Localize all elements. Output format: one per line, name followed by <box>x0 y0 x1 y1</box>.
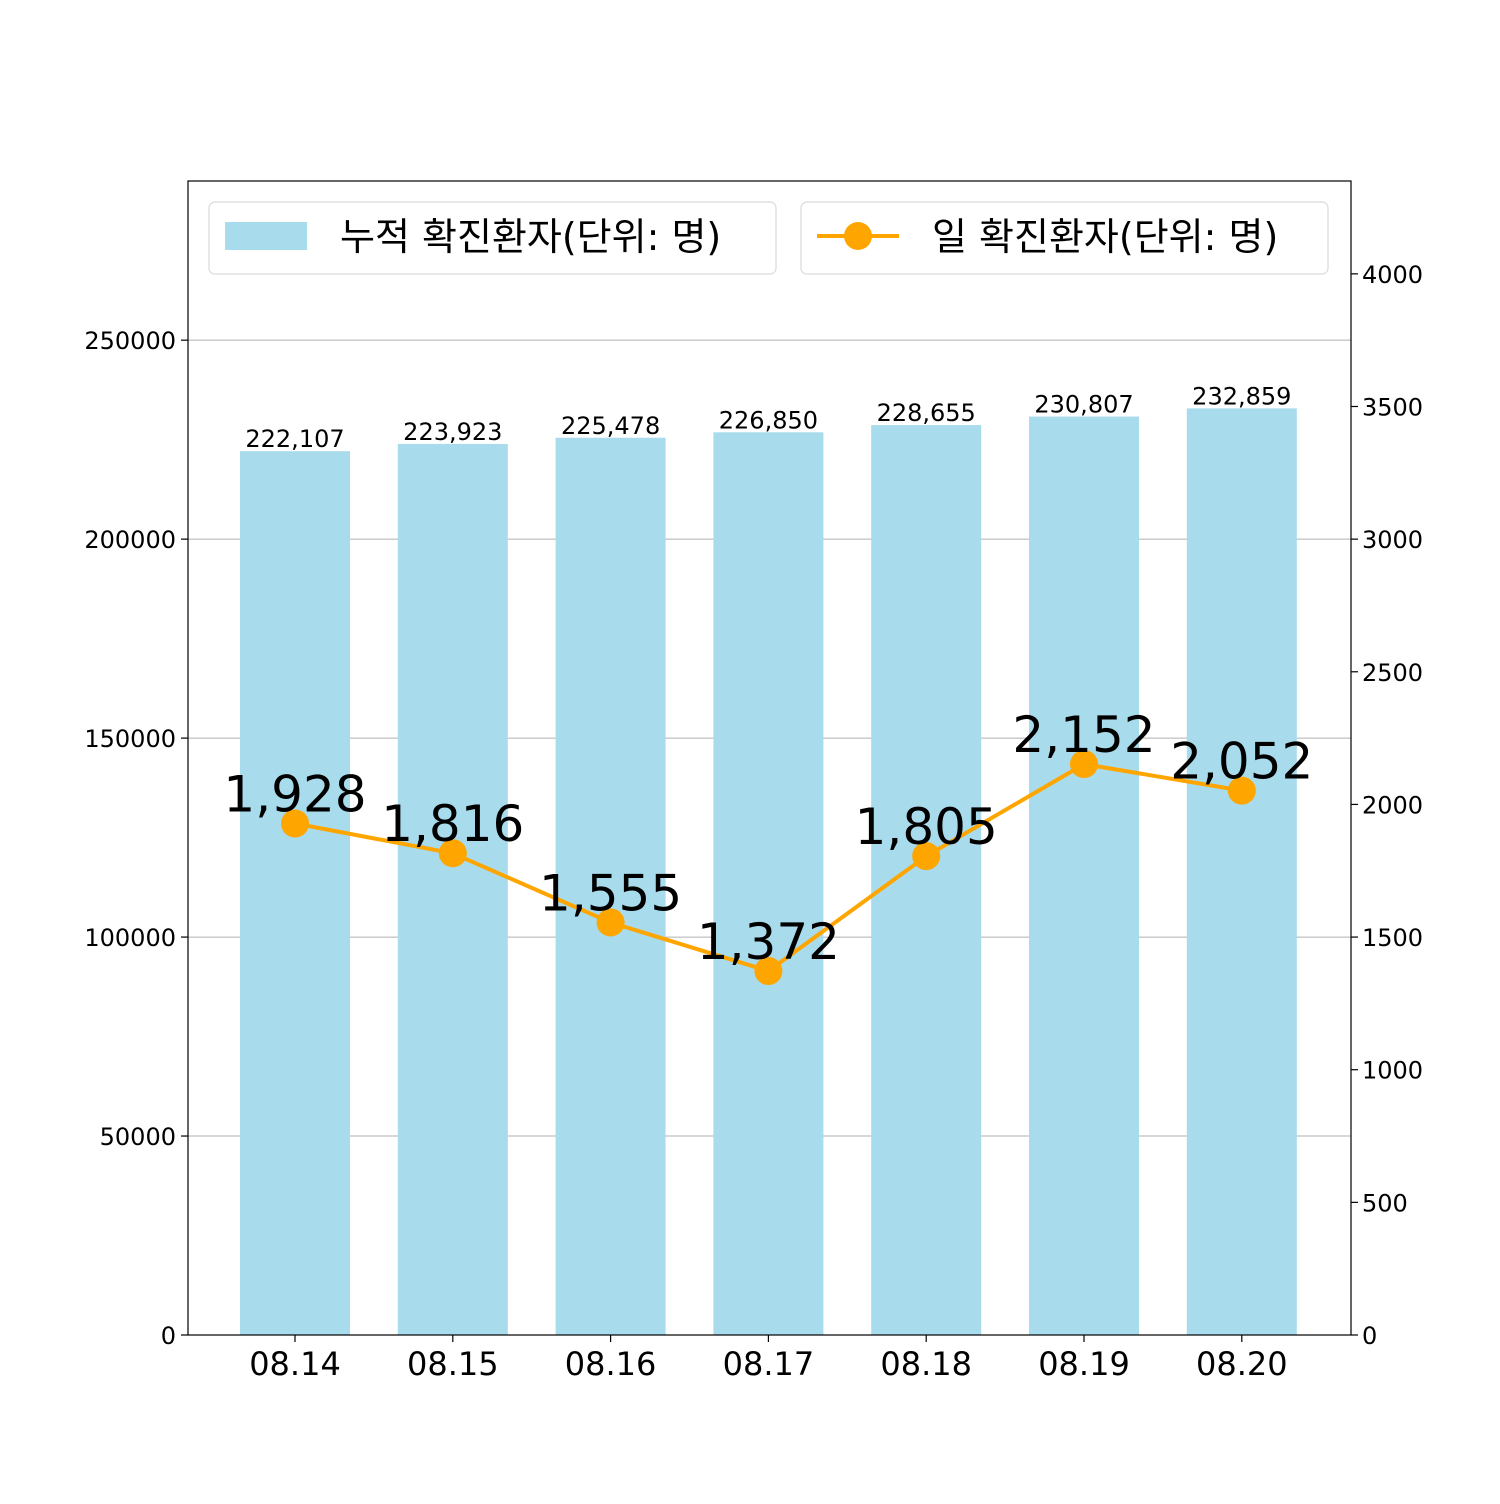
y-right-tick-label: 2000 <box>1362 791 1423 819</box>
bar-value-label: 226,850 <box>719 406 818 434</box>
line-point <box>1227 776 1256 805</box>
line-point <box>754 957 783 986</box>
line-value-label: 1,928 <box>223 766 366 824</box>
y-left-tick-label: 150000 <box>84 725 176 753</box>
y-right-tick-label: 3000 <box>1362 526 1423 554</box>
legend-layer: 누적 확진환자(단위: 명) 일 확진환자(단위: 명) <box>208 201 1329 275</box>
bar-value-label: 222,107 <box>245 425 344 453</box>
legend-label-line: 일 확진환자(단위: 명) <box>932 215 1278 259</box>
y-left-tick-label: 200000 <box>84 526 176 554</box>
legend-swatch-marker <box>844 222 872 250</box>
y-right-tick-label: 1000 <box>1362 1057 1423 1085</box>
line-value-label: 1,816 <box>381 795 524 853</box>
line-value-label: 1,372 <box>697 913 840 971</box>
line-value-label: 2,052 <box>1170 733 1313 791</box>
legend-swatch-bar <box>225 222 307 250</box>
line-point <box>1070 750 1098 779</box>
bar <box>1029 416 1139 1335</box>
line-point <box>438 839 467 868</box>
line-point <box>596 908 625 937</box>
legend-box-bar <box>208 201 777 275</box>
x-tick-label: 08.19 <box>1038 1345 1130 1383</box>
y-right-tick-label: 1500 <box>1362 924 1423 952</box>
bar <box>1186 408 1297 1335</box>
bar-value-label: 230,807 <box>1034 391 1133 419</box>
legend-box-line <box>800 201 1329 275</box>
x-tick-label: 08.20 <box>1196 1345 1288 1383</box>
x-tick-label: 08.15 <box>407 1345 499 1383</box>
legend-label-bar: 누적 확진환자(단위: 명) <box>340 215 721 259</box>
y-left-tick-label: 100000 <box>84 924 176 952</box>
y-right-tick-label: 4000 <box>1362 261 1423 289</box>
bar-value-label: 225,478 <box>561 412 660 440</box>
line-point <box>912 842 941 871</box>
bar-value-label: 228,655 <box>877 399 976 427</box>
y-left-tick-label: 250000 <box>84 327 176 355</box>
x-tick-label: 08.16 <box>565 1345 657 1383</box>
y-left-tick-label: 50000 <box>100 1123 176 1151</box>
bar-value-label: 232,859 <box>1192 382 1291 410</box>
line-value-label: 1,805 <box>855 798 998 856</box>
line-value-label: 2,152 <box>1012 706 1155 764</box>
y-left-tick-label: 0 <box>161 1322 176 1350</box>
y-right-tick-label: 2500 <box>1362 659 1423 687</box>
bar-value-label: 223,923 <box>403 418 502 446</box>
y-right-tick-label: 3500 <box>1362 393 1423 421</box>
y-right-tick-label: 500 <box>1362 1189 1408 1217</box>
bar <box>871 425 982 1335</box>
x-tick-label: 08.18 <box>880 1345 972 1383</box>
bar <box>713 432 824 1335</box>
bar-label-layer: 222,107 223,923 225,478 226,850 228,655 230,8… <box>245 382 1291 453</box>
axes-layer: 0 50000 100000 150000 200000 250000 0 500 1000 15… <box>84 180 1423 1383</box>
line-point <box>281 809 309 838</box>
bar <box>555 437 666 1335</box>
bar <box>240 451 350 1335</box>
bar-layer <box>240 408 1297 1335</box>
x-tick-label: 08.14 <box>249 1345 341 1383</box>
x-tick-label: 08.17 <box>723 1345 815 1383</box>
line-value-label: 1,555 <box>539 864 682 922</box>
bar <box>397 443 508 1335</box>
plot-frame <box>187 180 1352 1336</box>
y-right-tick-label: 0 <box>1362 1322 1377 1350</box>
